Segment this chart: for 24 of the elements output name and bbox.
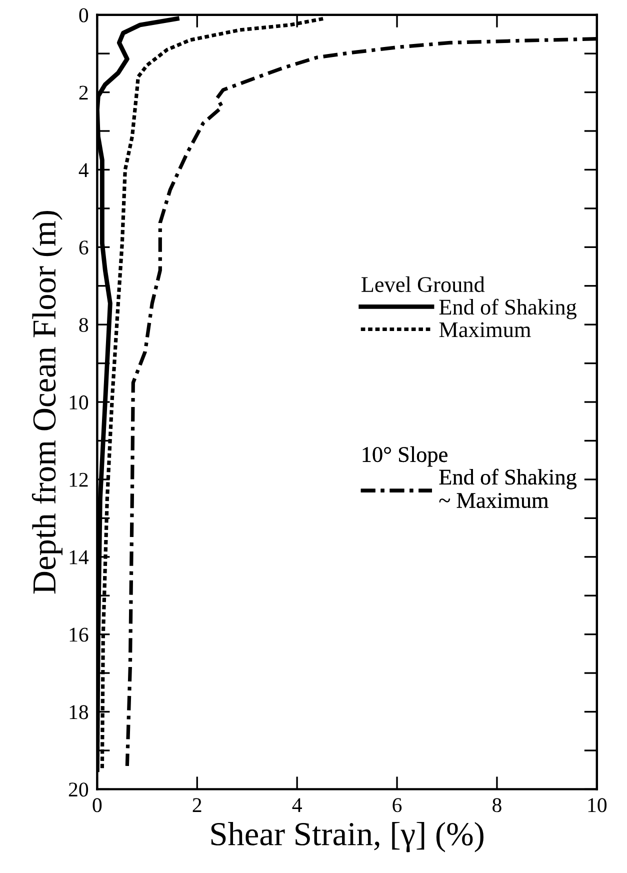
x-axis-title: Shear Strain, [γ] (%): [211, 822, 484, 852]
y-tick-label: 2: [79, 86, 88, 100]
y-tick-label: 4: [78, 163, 89, 177]
legend-label: Maximum: [439, 322, 531, 338]
y-tick-label: 20: [68, 782, 88, 797]
y-tick-label: 18: [70, 705, 88, 720]
annotation: 10° Slope: [362, 446, 448, 467]
x-tick-label: 2: [192, 798, 202, 812]
legend-label: End of Shaking ~ Maximum: [439, 468, 576, 508]
y-tick-label: 6: [79, 240, 88, 255]
x-tick-label: 6: [392, 798, 402, 812]
y-tick-label: 16: [70, 628, 88, 642]
x-tick-label: 8: [492, 798, 502, 812]
y-tick-label: 8: [79, 318, 88, 332]
y-tick-label: 10: [70, 395, 88, 410]
legend-label: End of Shaking: [439, 298, 576, 320]
x-tick-label: 10: [588, 798, 607, 812]
y-axis-title: Depth from Ocean Floor (m): [32, 210, 62, 594]
y-tick-label: 14: [70, 550, 89, 564]
x-tick-label: 0: [92, 798, 102, 812]
annotation: Level Ground: [362, 276, 485, 292]
y-tick-label: 12: [70, 472, 88, 487]
x-tick-label: 4: [292, 798, 302, 812]
y-tick-label: 0: [79, 8, 88, 22]
